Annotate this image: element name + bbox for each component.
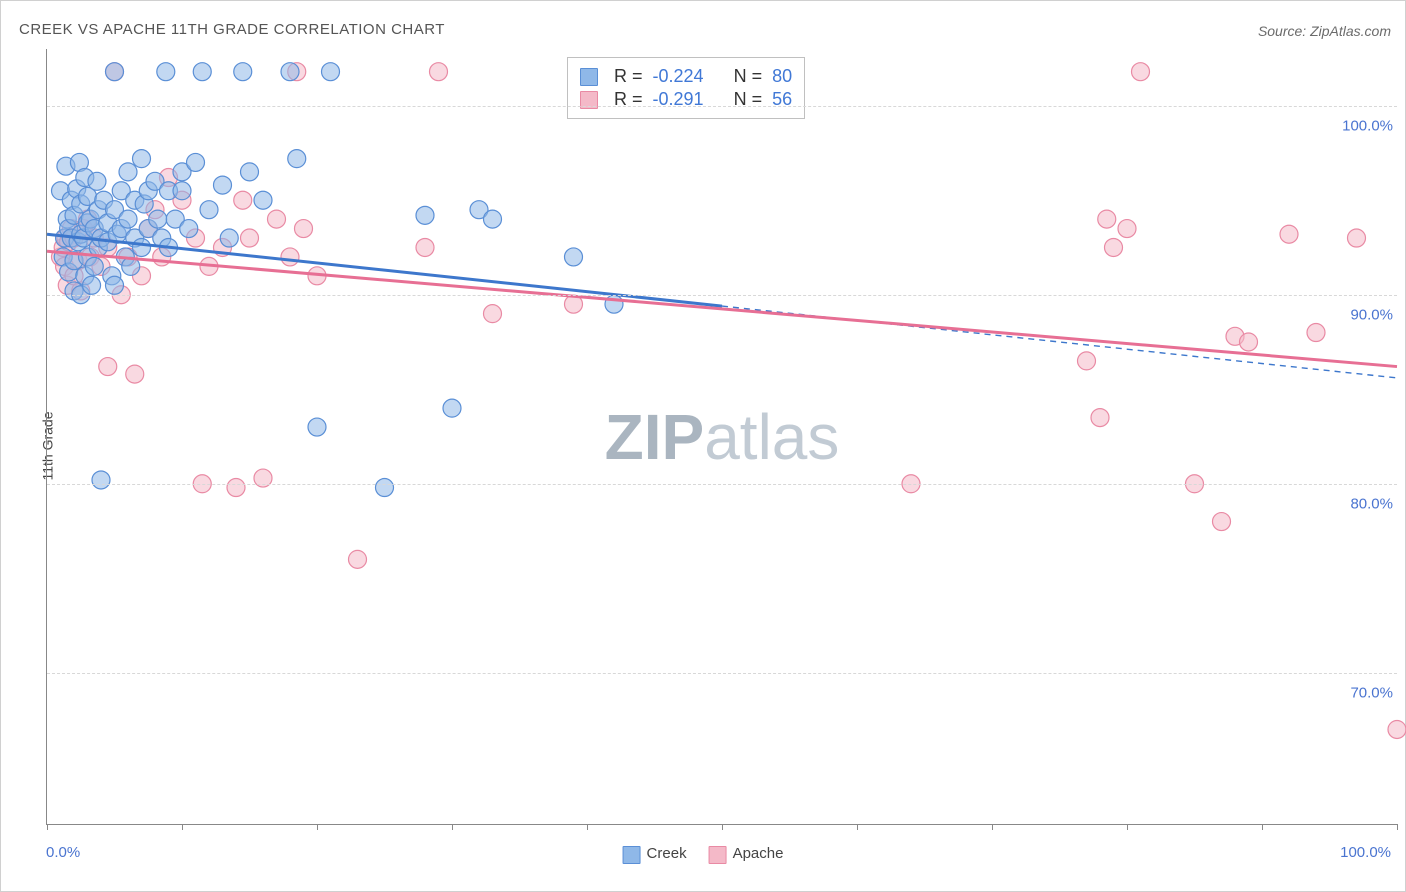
apache-regression-line: [47, 251, 1397, 366]
creek-point: [200, 201, 218, 219]
apache-point: [227, 479, 245, 497]
creek-point: [187, 153, 205, 171]
creek-point: [180, 220, 198, 238]
x-tick: [452, 824, 453, 830]
apache-point: [1105, 238, 1123, 256]
creek-point: [214, 176, 232, 194]
x-tick: [1262, 824, 1263, 830]
creek-point: [241, 163, 259, 181]
apache-point: [234, 191, 252, 209]
chart-title: CREEK VS APACHE 11TH GRADE CORRELATION C…: [19, 21, 445, 38]
creek-point: [376, 479, 394, 497]
x-tick: [182, 824, 183, 830]
creek-point: [416, 206, 434, 224]
creek-point: [173, 182, 191, 200]
plot-area: ZIPatlas R =-0.224N =80R =-0.291N =56 70…: [46, 49, 1397, 825]
creek-point: [484, 210, 502, 228]
apache-point: [241, 229, 259, 247]
legend-label: Apache: [733, 845, 784, 862]
creek-point: [106, 63, 124, 81]
apache-point: [430, 63, 448, 81]
apache-point: [268, 210, 286, 228]
x-tick: [722, 824, 723, 830]
creek-point: [85, 257, 103, 275]
chart-container: CREEK VS APACHE 11TH GRADE CORRELATION C…: [0, 0, 1406, 892]
creek-point: [133, 150, 151, 168]
x-tick: [992, 824, 993, 830]
apache-point: [1280, 225, 1298, 243]
apache-point: [349, 550, 367, 568]
creek-point: [220, 229, 238, 247]
apache-point: [1091, 409, 1109, 427]
apache-point: [1098, 210, 1116, 228]
apache-point: [1348, 229, 1366, 247]
creek-point: [193, 63, 211, 81]
creek-swatch: [623, 846, 641, 864]
apache-point: [484, 305, 502, 323]
apache-point: [295, 220, 313, 238]
creek-point: [88, 172, 106, 190]
creek-point: [133, 238, 151, 256]
apache-point: [99, 358, 117, 376]
apache-point: [1213, 513, 1231, 531]
y-tick-label: 80.0%: [1350, 495, 1393, 512]
x-axis-max-label: 100.0%: [1340, 844, 1391, 861]
apache-point: [1118, 220, 1136, 238]
apache-swatch: [709, 846, 727, 864]
creek-point: [322, 63, 340, 81]
creek-point: [443, 399, 461, 417]
apache-point: [416, 238, 434, 256]
creek-point: [288, 150, 306, 168]
apache-point: [1132, 63, 1150, 81]
y-tick-label: 70.0%: [1350, 684, 1393, 701]
creek-point: [119, 163, 137, 181]
creek-point: [149, 210, 167, 228]
x-tick: [1397, 824, 1398, 830]
creek-point: [308, 418, 326, 436]
creek-point: [119, 210, 137, 228]
x-tick: [317, 824, 318, 830]
apache-point: [1307, 324, 1325, 342]
hgridline: [47, 484, 1397, 485]
legend-item-creek: Creek: [623, 845, 687, 863]
source-prefix: Source:: [1258, 23, 1310, 39]
creek-point: [281, 63, 299, 81]
source-name: ZipAtlas.com: [1310, 23, 1391, 39]
x-tick: [1127, 824, 1128, 830]
scatter-svg: [47, 49, 1397, 824]
apache-point: [281, 248, 299, 266]
creek-point: [565, 248, 583, 266]
creek-point: [106, 276, 124, 294]
x-axis-min-label: 0.0%: [46, 844, 80, 861]
legend-label: Creek: [647, 845, 687, 862]
apache-point: [1240, 333, 1258, 351]
apache-point: [1078, 352, 1096, 370]
apache-point: [126, 365, 144, 383]
hgridline: [47, 295, 1397, 296]
x-tick: [857, 824, 858, 830]
creek-point: [83, 276, 101, 294]
creek-point: [254, 191, 272, 209]
y-tick-label: 100.0%: [1342, 117, 1393, 134]
apache-point: [1388, 720, 1406, 738]
creek-point: [157, 63, 175, 81]
x-tick: [587, 824, 588, 830]
series-legend: Creek Apache: [623, 840, 784, 869]
hgridline: [47, 673, 1397, 674]
source-attribution: Source: ZipAtlas.com: [1258, 23, 1391, 39]
creek-point: [92, 471, 110, 489]
hgridline: [47, 106, 1397, 107]
legend-item-apache: Apache: [709, 845, 784, 863]
y-tick-label: 90.0%: [1350, 306, 1393, 323]
creek-point: [234, 63, 252, 81]
x-tick: [47, 824, 48, 830]
